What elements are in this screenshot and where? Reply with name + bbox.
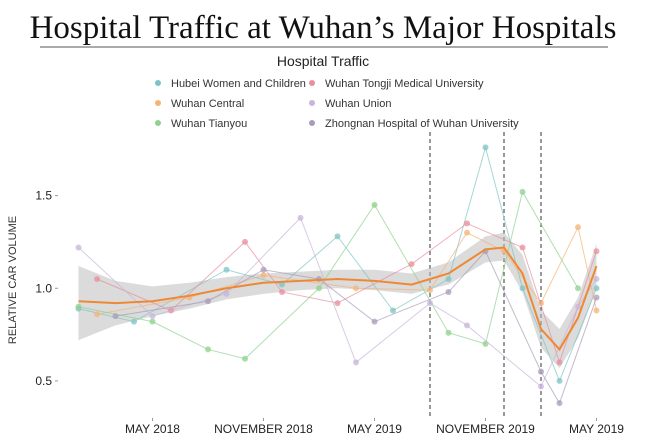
data-point [242, 238, 248, 245]
data-point [538, 383, 544, 390]
data-point [593, 285, 600, 292]
legend-marker [155, 80, 161, 86]
legend-label: Wuhan Tianyou [171, 118, 247, 130]
x-tick-label: NOVEMBER 2019 [436, 422, 535, 435]
chart-title: Hospital Traffic at Wuhan’s Major Hospit… [30, 10, 617, 46]
data-point [575, 303, 581, 310]
data-point [464, 220, 470, 227]
data-point [519, 285, 526, 292]
series-line [115, 250, 597, 405]
x-tick-label: NOVEMBER 2018 [214, 422, 313, 435]
data-point [556, 359, 563, 366]
legend-label: Wuhan Tongji Medical University [325, 78, 484, 90]
data-point [131, 318, 137, 325]
x-tick-label: MAY 2019 [569, 422, 624, 435]
data-point [75, 303, 82, 310]
data-point [427, 300, 433, 307]
data-point [205, 298, 211, 305]
data-point [445, 288, 452, 295]
data-point [371, 201, 378, 208]
y-axis-label: RELATIVE CAR VOLUME [7, 216, 19, 344]
data-point [279, 281, 285, 288]
data-point [408, 261, 415, 268]
legend-marker [155, 120, 161, 126]
data-point [75, 244, 82, 251]
legend-title: Hospital Traffic [277, 53, 369, 69]
data-point [482, 144, 489, 151]
data-point [464, 322, 470, 329]
legend-label: Wuhan Union [325, 98, 391, 110]
confidence-band [78, 232, 597, 368]
legend-marker [309, 80, 315, 86]
legend-marker [155, 100, 161, 106]
data-point [556, 377, 563, 384]
data-point [593, 307, 600, 314]
data-point [223, 266, 230, 273]
data-point [149, 318, 156, 325]
trend-line [78, 246, 598, 352]
data-point [205, 346, 211, 353]
y-tick-label: 1.5 [35, 189, 52, 203]
data-point [353, 285, 359, 292]
data-point [519, 188, 526, 195]
data-point [94, 311, 100, 318]
legend-marker [309, 120, 315, 126]
data-point [260, 272, 267, 279]
data-point [556, 400, 563, 407]
data-point [371, 318, 378, 325]
data-point [279, 288, 285, 295]
data-point [519, 244, 526, 251]
data-point [464, 229, 470, 236]
data-point [593, 248, 600, 255]
data-point [112, 313, 119, 320]
data-point [334, 233, 341, 240]
series-line [78, 190, 579, 360]
data-point [390, 307, 396, 314]
data-point [334, 300, 341, 307]
data-point [575, 285, 581, 292]
data-point [593, 276, 600, 282]
legend-label: Hubei Women and Children [171, 78, 306, 90]
data-point [427, 287, 433, 294]
data-point [149, 313, 156, 320]
data-point [260, 266, 267, 273]
data-point [242, 355, 248, 362]
data-point [94, 276, 100, 282]
data-point [593, 294, 600, 301]
series-line [96, 225, 597, 315]
data-point [445, 329, 452, 336]
x-tick-label: MAY 2018 [125, 422, 180, 435]
legend-label: Zhongnan Hospital of Wuhan University [325, 118, 519, 130]
series-line [78, 216, 597, 388]
data-point [445, 276, 452, 282]
data-point [575, 224, 581, 231]
data-point [353, 359, 359, 366]
data-point [538, 368, 544, 375]
data-point [297, 214, 304, 221]
y-tick-label: 1.0 [35, 281, 52, 295]
x-tick-label: MAY 2019 [347, 422, 402, 435]
data-point [223, 290, 230, 297]
data-point [316, 285, 322, 292]
legend-marker [309, 100, 315, 106]
legend-label: Wuhan Central [171, 98, 244, 110]
series-line [96, 222, 597, 365]
y-tick-label: 0.5 [35, 374, 52, 388]
